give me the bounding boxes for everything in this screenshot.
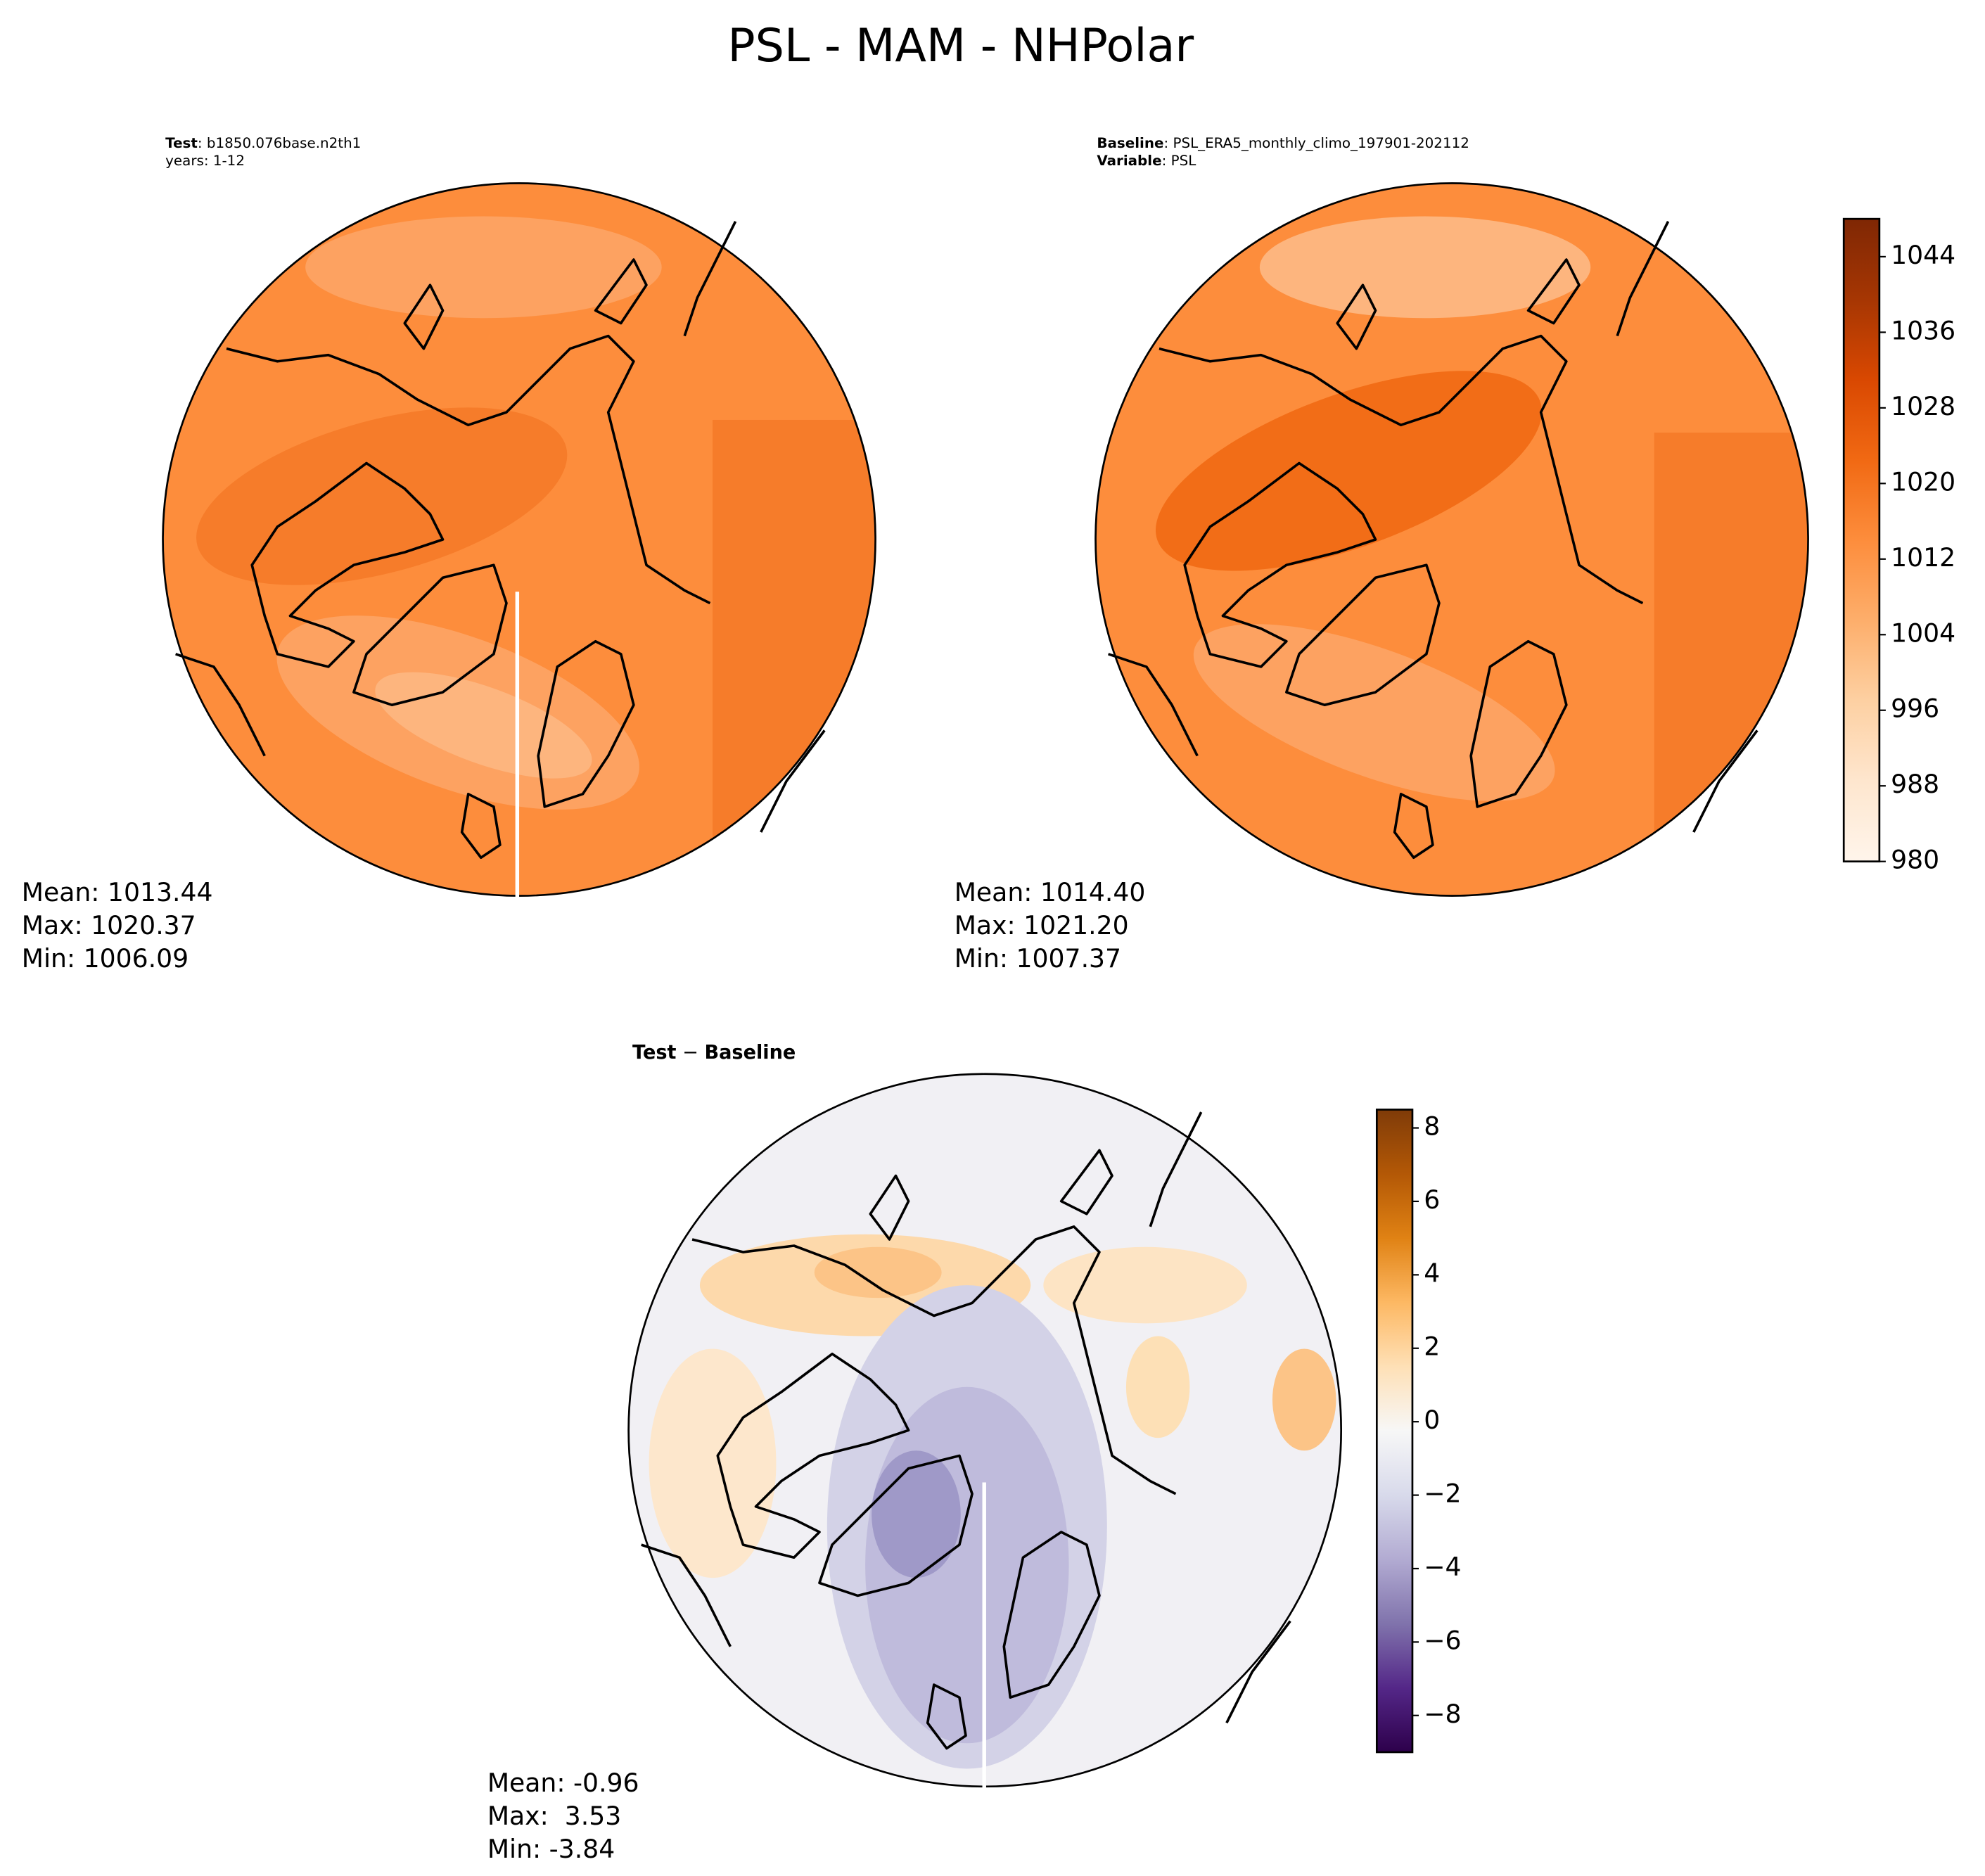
map-baseline	[1095, 183, 1808, 896]
seam	[515, 592, 520, 898]
colorbar-tick-label: 1044	[1891, 240, 1955, 270]
colorbar-tick-label: 1012	[1891, 542, 1955, 573]
figure-title: PSL - MAM - NHPolar	[727, 20, 1194, 72]
colorbar-tick-label: −4	[1424, 1552, 1461, 1582]
colorbar-tick-label: 988	[1891, 769, 1939, 799]
colorbar-tick-label: 1036	[1891, 315, 1955, 345]
colorbar-tick-label: 980	[1891, 845, 1939, 875]
colorbar-tick-label: −2	[1424, 1479, 1461, 1509]
colorbar	[1842, 217, 1881, 863]
colorbar-tick-label: 1004	[1891, 618, 1955, 648]
colorbar-tick-label: 2	[1424, 1332, 1440, 1362]
colorbar	[1375, 1109, 1414, 1754]
stat: Mean: 1014.40	[955, 877, 1146, 907]
panel-label-line2: Variable: PSL	[1097, 153, 1196, 169]
panel-label: Baseline: PSL_ERA5_monthly_climo_197901-…	[1097, 135, 1469, 151]
stat: Mean: -0.96	[487, 1768, 639, 1798]
colorbar-tick-label: 6	[1424, 1185, 1440, 1215]
stat: Max: 1021.20	[955, 910, 1129, 940]
colorbar-tick-label: 0	[1424, 1405, 1440, 1435]
colorbar-tick-label: −6	[1424, 1625, 1461, 1655]
stat: Max: 1020.37	[22, 910, 196, 940]
colorbar-tick-label: −8	[1424, 1699, 1461, 1729]
colorbar-tick-label: 1028	[1891, 391, 1955, 421]
seam	[982, 1482, 986, 1788]
panel-label-line2: years: 1-12	[165, 153, 245, 169]
colorbar-tick-label: 4	[1424, 1258, 1440, 1288]
stat: Mean: 1013.44	[22, 877, 213, 907]
colorbar-tick-label: 996	[1891, 694, 1939, 724]
panel-label: Test − Baseline	[632, 1042, 796, 1064]
stat: Min: -3.84	[487, 1834, 615, 1864]
stat: Min: 1006.09	[22, 943, 189, 974]
colorbar-tick-label: 1020	[1891, 466, 1955, 497]
stat: Min: 1007.37	[955, 943, 1121, 974]
colorbar-tick-label: 8	[1424, 1111, 1440, 1142]
stat: Max: 3.53	[487, 1801, 621, 1831]
map-border	[1094, 182, 1809, 897]
panel-label: Test: b1850.076base.n2th1	[165, 135, 361, 151]
